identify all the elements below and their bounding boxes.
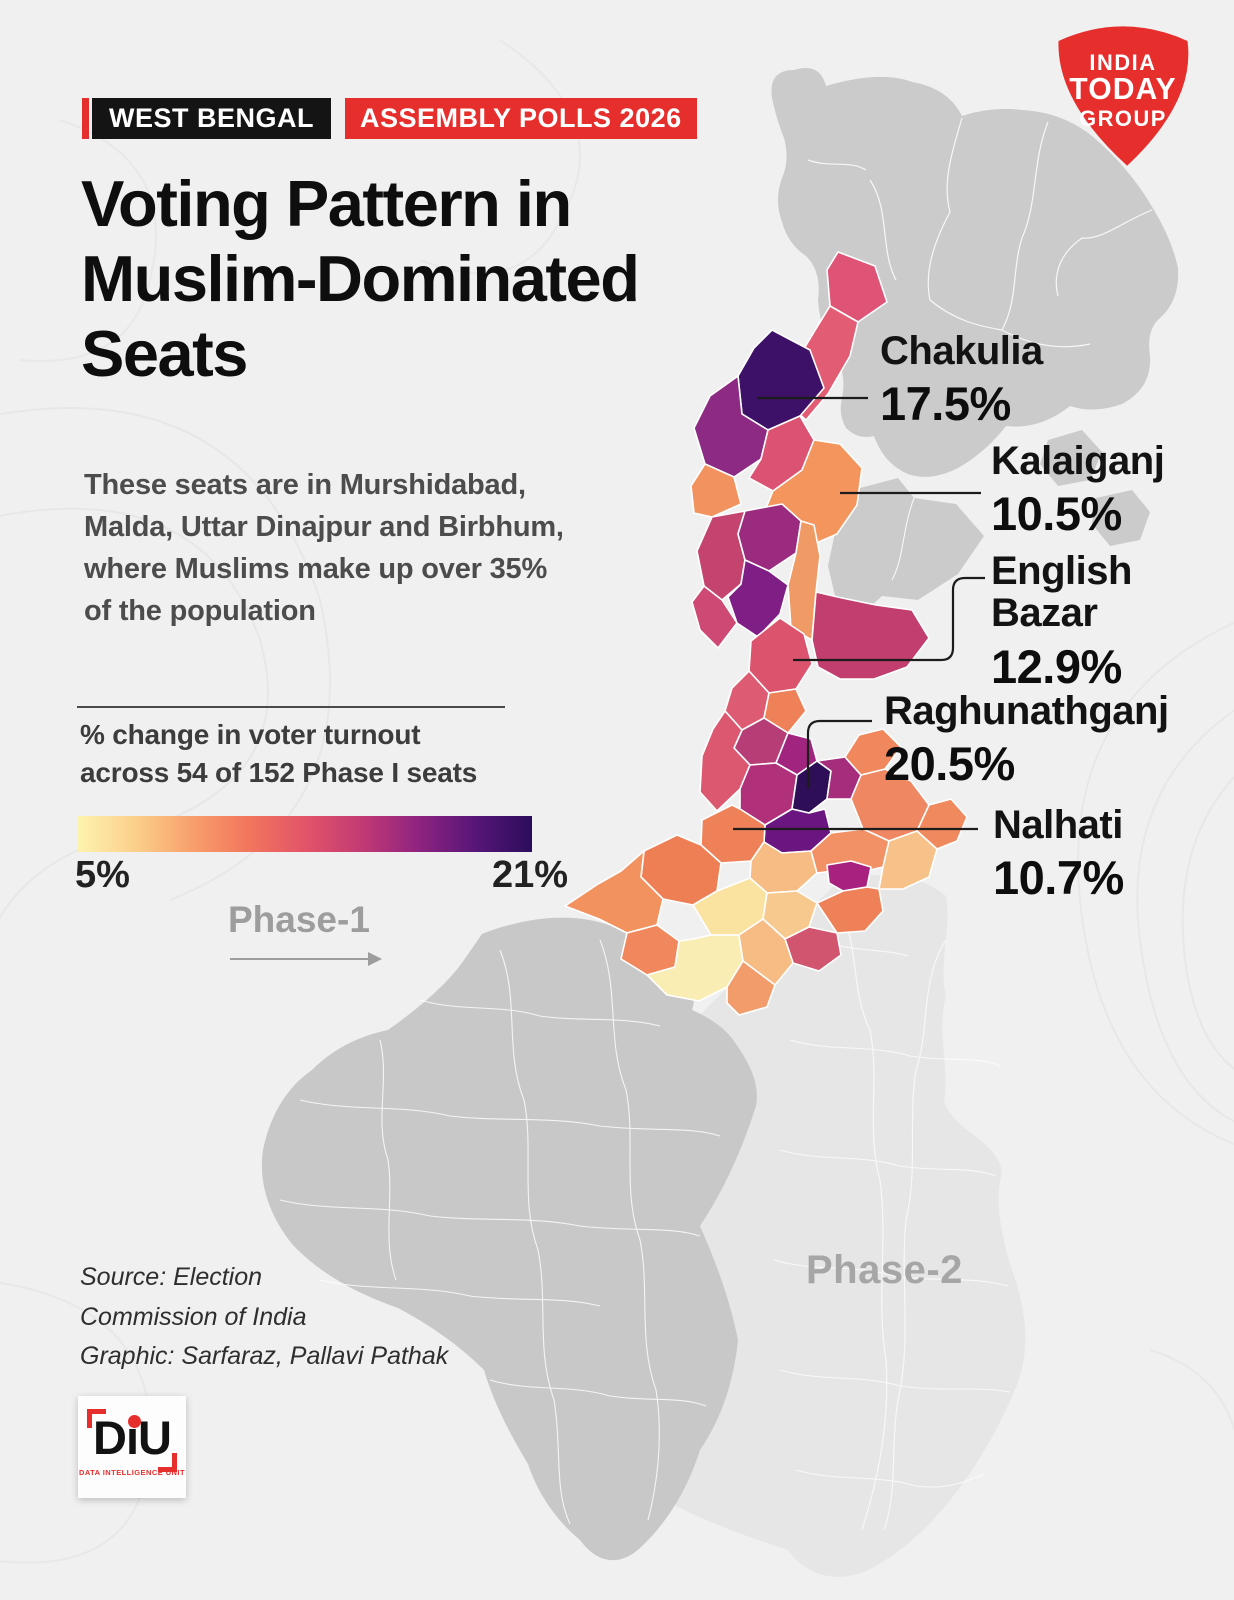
description-text: These seats are in Murshidabad, Malda, U…: [84, 469, 564, 628]
legend-min-label: 5%: [75, 854, 130, 896]
map-region: [763, 688, 807, 734]
phase1-label: Phase-1: [228, 899, 370, 940]
callout-name: Raghunathganj: [884, 689, 1169, 733]
map-colored-cells: [564, 251, 968, 1016]
map-north-region: [771, 68, 1179, 546]
diu-bracket-icon: [87, 1409, 106, 1428]
legend-title: % change in voter turnout across 54 of 1…: [80, 719, 478, 788]
tag-west-bengal: WEST BENGAL: [92, 98, 331, 139]
map-region: [806, 719, 872, 788]
callout-name: Nalhati: [993, 803, 1123, 847]
map-region: [844, 728, 902, 776]
map-region: [279, 1199, 701, 1237]
diu-bracket-icon: [158, 1453, 177, 1472]
callout-english-bazar: English Bazar 12.9%: [991, 550, 1171, 694]
map-region: [1092, 490, 1150, 546]
map-region: [891, 497, 915, 581]
map-region: [699, 710, 751, 812]
map-region: [773, 1259, 1009, 1287]
map-region: [0, 507, 269, 920]
map-region: [1001, 121, 1049, 331]
page-title: Voting Pattern in Muslim-Dominated Seats: [81, 167, 640, 391]
diu-logo: DiU DATA INTELLIGENCE UNIT: [78, 1396, 186, 1498]
map-region: [927, 117, 963, 301]
map-region: [419, 999, 661, 1027]
map-region: [779, 1369, 1011, 1393]
map-region: [599, 939, 660, 1521]
diu-subtitle: DATA INTELLIGENCE UNIT: [78, 1468, 185, 1477]
map-region: [811, 591, 930, 680]
phase1-arrow: [230, 952, 382, 966]
map-region: [779, 1149, 997, 1177]
itg-line-3: GROUP: [1079, 106, 1167, 131]
callout-value: 20.5%: [884, 737, 1015, 791]
callout-value: 10.7%: [993, 851, 1124, 905]
map-east-gray-region: [828, 478, 984, 618]
diu-dot-icon: [128, 1415, 141, 1428]
map-region: [564, 850, 664, 934]
itg-line-1: INDIA: [1089, 50, 1156, 75]
map-region: [816, 886, 884, 934]
callout-lines: [733, 396, 985, 831]
map-region: [795, 1469, 985, 1488]
callout-value: 12.9%: [991, 639, 1122, 693]
legend-max-label: 21%: [492, 854, 569, 896]
callout-kalaiganj: Kalaiganj 10.5%: [991, 439, 1165, 541]
map-region: [19, 119, 157, 362]
map-region: [499, 949, 571, 1525]
map-region: [789, 1039, 1001, 1067]
map-region: [489, 1379, 707, 1407]
callout-value: 17.5%: [880, 377, 1011, 431]
callout-chakulia: Chakulia 17.5%: [880, 330, 1043, 431]
map-region: [379, 1039, 397, 1281]
map-region: [835, 899, 888, 1531]
map-region: [869, 179, 897, 281]
itg-pick-shape: [1058, 26, 1189, 166]
callout-name: Kalaiganj: [991, 439, 1165, 483]
map-region: [1149, 1349, 1234, 1433]
tag-assembly-polls: ASSEMBLY POLLS 2026: [345, 98, 697, 139]
map-region: [771, 68, 1179, 477]
map-region: [1055, 209, 1153, 297]
map-region: [826, 860, 872, 892]
contour-lines: [0, 39, 1234, 1564]
map-region: [1136, 709, 1234, 1123]
map-region: [737, 503, 802, 572]
legend-divider: [77, 706, 505, 708]
map-region: [1077, 621, 1234, 1146]
source-credits: Source: Election Commission of India Gra…: [80, 1263, 449, 1370]
map-region: [1181, 775, 1234, 1070]
map-phase1-west-region: [261, 917, 757, 1561]
callout-name: English Bazar: [991, 549, 1132, 636]
callout-value: 10.5%: [991, 487, 1122, 541]
map-region: [261, 917, 757, 1561]
map-region: [828, 478, 984, 618]
india-today-group-logo: INDIA TODAY GROUP: [1058, 26, 1189, 166]
tag-accent-bar: [82, 98, 89, 139]
callout-nalhati: Nalhati 10.7%: [993, 804, 1124, 905]
map-region: [883, 939, 947, 1531]
map-region: [916, 798, 968, 850]
map-region: [319, 1279, 601, 1307]
map-region: [929, 299, 1091, 348]
map-region: [1040, 430, 1102, 486]
itg-line-2: TODAY: [1069, 73, 1176, 106]
callout-name: Chakulia: [880, 329, 1043, 373]
map-region: [878, 830, 938, 890]
map-region: [419, 39, 581, 275]
legend-gradient-bar: [78, 816, 532, 852]
phase2-label: Phase-2: [806, 1248, 963, 1292]
header-tag: WEST BENGAL ASSEMBLY POLLS 2026: [82, 98, 697, 139]
map-region: [807, 159, 867, 171]
map-region: [726, 960, 776, 1016]
map-region: [299, 1099, 721, 1137]
callout-raghunathganj: Raghunathganj 20.5%: [884, 690, 1169, 791]
map-region: [691, 585, 738, 649]
map-region: [793, 576, 985, 662]
